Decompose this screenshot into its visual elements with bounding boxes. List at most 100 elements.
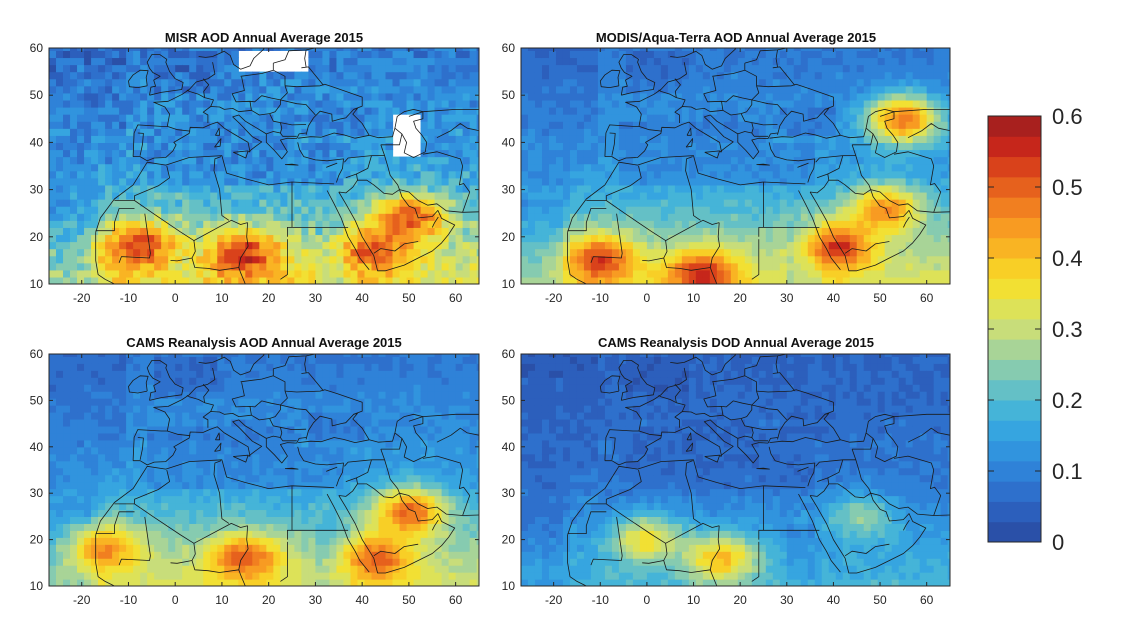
- heatmap-cell: [63, 269, 71, 278]
- heatmap-cell: [849, 170, 858, 179]
- heatmap-cell: [835, 121, 844, 129]
- heatmap-cell: [807, 255, 816, 264]
- heatmap-cell: [56, 446, 64, 455]
- heatmap-cell: [625, 107, 634, 115]
- heatmap-cell: [378, 48, 387, 51]
- heatmap-cell: [940, 163, 949, 172]
- heatmap-cell: [863, 269, 872, 278]
- heatmap-cell: [63, 234, 71, 243]
- heatmap-cell: [751, 184, 760, 193]
- heatmap-cell: [294, 128, 302, 136]
- heatmap-cell: [49, 85, 57, 94]
- heatmap-cell: [940, 234, 949, 243]
- heatmap-cell: [322, 220, 331, 228]
- heatmap-cell: [562, 241, 571, 250]
- heatmap-cell: [462, 234, 471, 243]
- map-outline: [618, 54, 656, 96]
- heatmap-cell: [469, 78, 478, 87]
- heatmap-cell: [357, 85, 366, 94]
- heatmap-cell: [562, 50, 571, 59]
- heatmap-cell: [378, 128, 387, 136]
- heatmap-cell: [63, 206, 71, 214]
- heatmap-cell: [576, 57, 585, 66]
- heatmap-cell: [308, 170, 317, 179]
- heatmap-cell: [947, 92, 950, 101]
- heatmap-cell: [70, 509, 78, 517]
- heatmap-cell: [716, 262, 725, 271]
- heatmap-cell: [140, 453, 148, 462]
- heatmap-cell: [182, 50, 190, 59]
- heatmap-cell: [161, 544, 169, 552]
- heatmap-cell: [84, 85, 92, 94]
- heatmap-cell: [898, 50, 907, 59]
- heatmap-cell: [632, 241, 641, 250]
- heatmap-cell: [266, 241, 274, 250]
- heatmap-cell: [758, 227, 767, 236]
- heatmap-cell: [744, 156, 753, 165]
- heatmap-cell: [203, 170, 211, 179]
- heatmap-cell: [154, 191, 162, 200]
- heatmap-cell: [406, 64, 415, 73]
- heatmap-cell: [912, 241, 921, 250]
- heatmap-cell: [702, 227, 711, 236]
- heatmap-cell: [147, 163, 155, 172]
- heatmap-cell: [590, 262, 599, 271]
- heatmap-cell: [357, 177, 366, 186]
- map-outline: [186, 89, 214, 107]
- heatmap-cell: [448, 248, 457, 257]
- heatmap-cell: [84, 572, 92, 580]
- heatmap-cell: [527, 184, 536, 193]
- heatmap-cell: [252, 107, 260, 115]
- heatmap-cell: [891, 142, 900, 151]
- heatmap-cell: [737, 128, 746, 136]
- heatmap-cell: [392, 213, 401, 221]
- heatmap-cell: [758, 255, 767, 264]
- heatmap-cell: [723, 234, 732, 243]
- heatmap-cell: [336, 234, 345, 243]
- heatmap-cell: [688, 48, 697, 51]
- heatmap-cell: [695, 71, 704, 80]
- heatmap-cell: [238, 184, 246, 193]
- heatmap-cell: [84, 446, 92, 455]
- map-outline: [870, 189, 950, 213]
- heatmap-cell: [814, 64, 823, 73]
- map-outline: [384, 155, 400, 190]
- heatmap-cell: [133, 248, 141, 257]
- heatmap-cell: [63, 163, 71, 172]
- heatmap-cell: [126, 467, 134, 476]
- heatmap-cell: [751, 199, 760, 207]
- heatmap-cell: [821, 85, 830, 94]
- heatmap-cell: [91, 234, 99, 243]
- heatmap-cell: [385, 107, 394, 115]
- heatmap-cell: [84, 432, 92, 441]
- heatmap-cell: [681, 177, 690, 186]
- heatmap-cell: [217, 163, 225, 172]
- heatmap-cell: [448, 177, 457, 186]
- heatmap-cell: [821, 78, 830, 87]
- heatmap-cell: [611, 206, 620, 214]
- heatmap-cell: [541, 269, 550, 278]
- heatmap-cell: [119, 537, 127, 545]
- heatmap-cell: [175, 107, 183, 115]
- heatmap-cell: [175, 248, 183, 257]
- heatmap-cell: [147, 565, 155, 573]
- heatmap-cell: [849, 206, 858, 214]
- heatmap-cell: [863, 213, 872, 221]
- map-outline: [380, 133, 403, 146]
- heatmap-cell: [434, 227, 443, 236]
- heatmap-cell: [469, 177, 478, 186]
- heatmap-cell: [695, 85, 704, 94]
- heatmap-cell: [947, 199, 950, 207]
- heatmap-cell: [884, 71, 893, 80]
- heatmap-cell: [231, 276, 239, 284]
- heatmap-cell: [77, 544, 85, 552]
- heatmap-cell: [744, 184, 753, 193]
- heatmap-cell: [294, 184, 302, 193]
- heatmap-cell: [49, 248, 57, 257]
- heatmap-cell: [140, 412, 148, 420]
- heatmap-cell: [259, 276, 267, 284]
- heatmap-cell: [779, 199, 788, 207]
- heatmap-cell: [744, 234, 753, 243]
- heatmap-cell: [618, 269, 627, 278]
- panel-modis-aod: MODIS/Aqua-Terra AOD Annual Average 2015…: [502, 30, 951, 305]
